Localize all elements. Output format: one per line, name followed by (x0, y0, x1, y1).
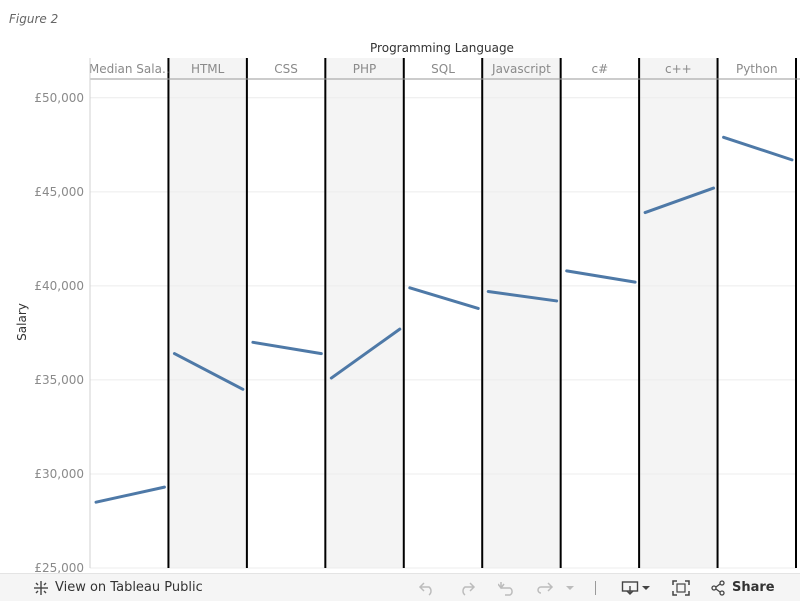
category-header: PHP (353, 62, 377, 76)
toolbar-divider (595, 581, 596, 595)
data-line (486, 290, 559, 303)
shaded-panel (482, 58, 561, 568)
y-tick-label: £40,000 (34, 279, 84, 293)
data-line (329, 327, 402, 380)
download-menu-button[interactable] (641, 574, 651, 601)
category-header: HTML (191, 62, 225, 76)
panel-dividers (167, 58, 797, 568)
figure-caption: Figure 2 (9, 12, 59, 26)
refresh-icon (536, 580, 554, 596)
shaded-panel (168, 58, 247, 568)
undo-button[interactable] (418, 574, 436, 601)
y-tick-label: £45,000 (34, 185, 84, 199)
y-axis-title: Salary (15, 303, 29, 341)
chart-title: Programming Language (370, 41, 514, 55)
data-line (565, 269, 637, 284)
revert-button[interactable] (498, 574, 516, 601)
y-tick-label: £25,000 (34, 561, 84, 573)
fullscreen-button[interactable] (672, 574, 690, 601)
category-header: CSS (274, 62, 298, 76)
chevron-down-icon (565, 580, 575, 596)
toolbar: View on Tableau Public (0, 573, 800, 601)
chart: Median Sala.. HTML CSS PHP SQL Javascript c# c+… (15, 41, 800, 573)
redo-icon (458, 580, 476, 596)
share-button[interactable]: Share (710, 574, 775, 601)
category-header: c++ (665, 62, 692, 76)
data-line (94, 485, 166, 504)
category-headers: Median Sala.. HTML CSS PHP SQL Javascript c# c+… (89, 62, 800, 80)
chevron-down-icon (641, 580, 651, 596)
download-button[interactable] (621, 574, 641, 601)
panel-backgrounds (168, 58, 718, 568)
data-line (722, 135, 794, 162)
category-header: SQL (431, 62, 455, 76)
y-axis: £25,000 £30,000 £35,000 £40,000 £45,000 £50,0… (34, 58, 91, 573)
redo-button[interactable] (458, 574, 476, 601)
category-header: Javascript (491, 62, 551, 76)
revert-icon (498, 580, 516, 596)
refresh-menu-button[interactable] (565, 574, 575, 601)
shaded-panel (639, 58, 718, 568)
data-line (643, 186, 716, 215)
download-icon (621, 580, 641, 596)
y-tick-label: £35,000 (34, 373, 84, 387)
share-label: Share (732, 580, 775, 595)
shaded-panel (325, 58, 404, 568)
view-on-tableau-button[interactable]: View on Tableau Public (33, 574, 203, 601)
y-tick-label: £30,000 (34, 467, 84, 481)
data-line (172, 352, 245, 391)
fullscreen-icon (672, 579, 690, 596)
share-icon (710, 579, 726, 596)
data-lines (94, 135, 794, 504)
tableau-logo-icon (33, 580, 49, 596)
category-header: Python (736, 62, 778, 76)
category-header: c# (592, 62, 609, 76)
data-line (251, 340, 323, 356)
view-on-tableau-label: View on Tableau Public (55, 580, 203, 595)
gridlines (90, 97, 796, 569)
category-header: Median Sala.. (89, 62, 170, 76)
data-line (408, 286, 480, 310)
y-tick-label: £50,000 (34, 91, 84, 105)
refresh-button[interactable] (536, 574, 554, 601)
undo-icon (418, 580, 436, 596)
